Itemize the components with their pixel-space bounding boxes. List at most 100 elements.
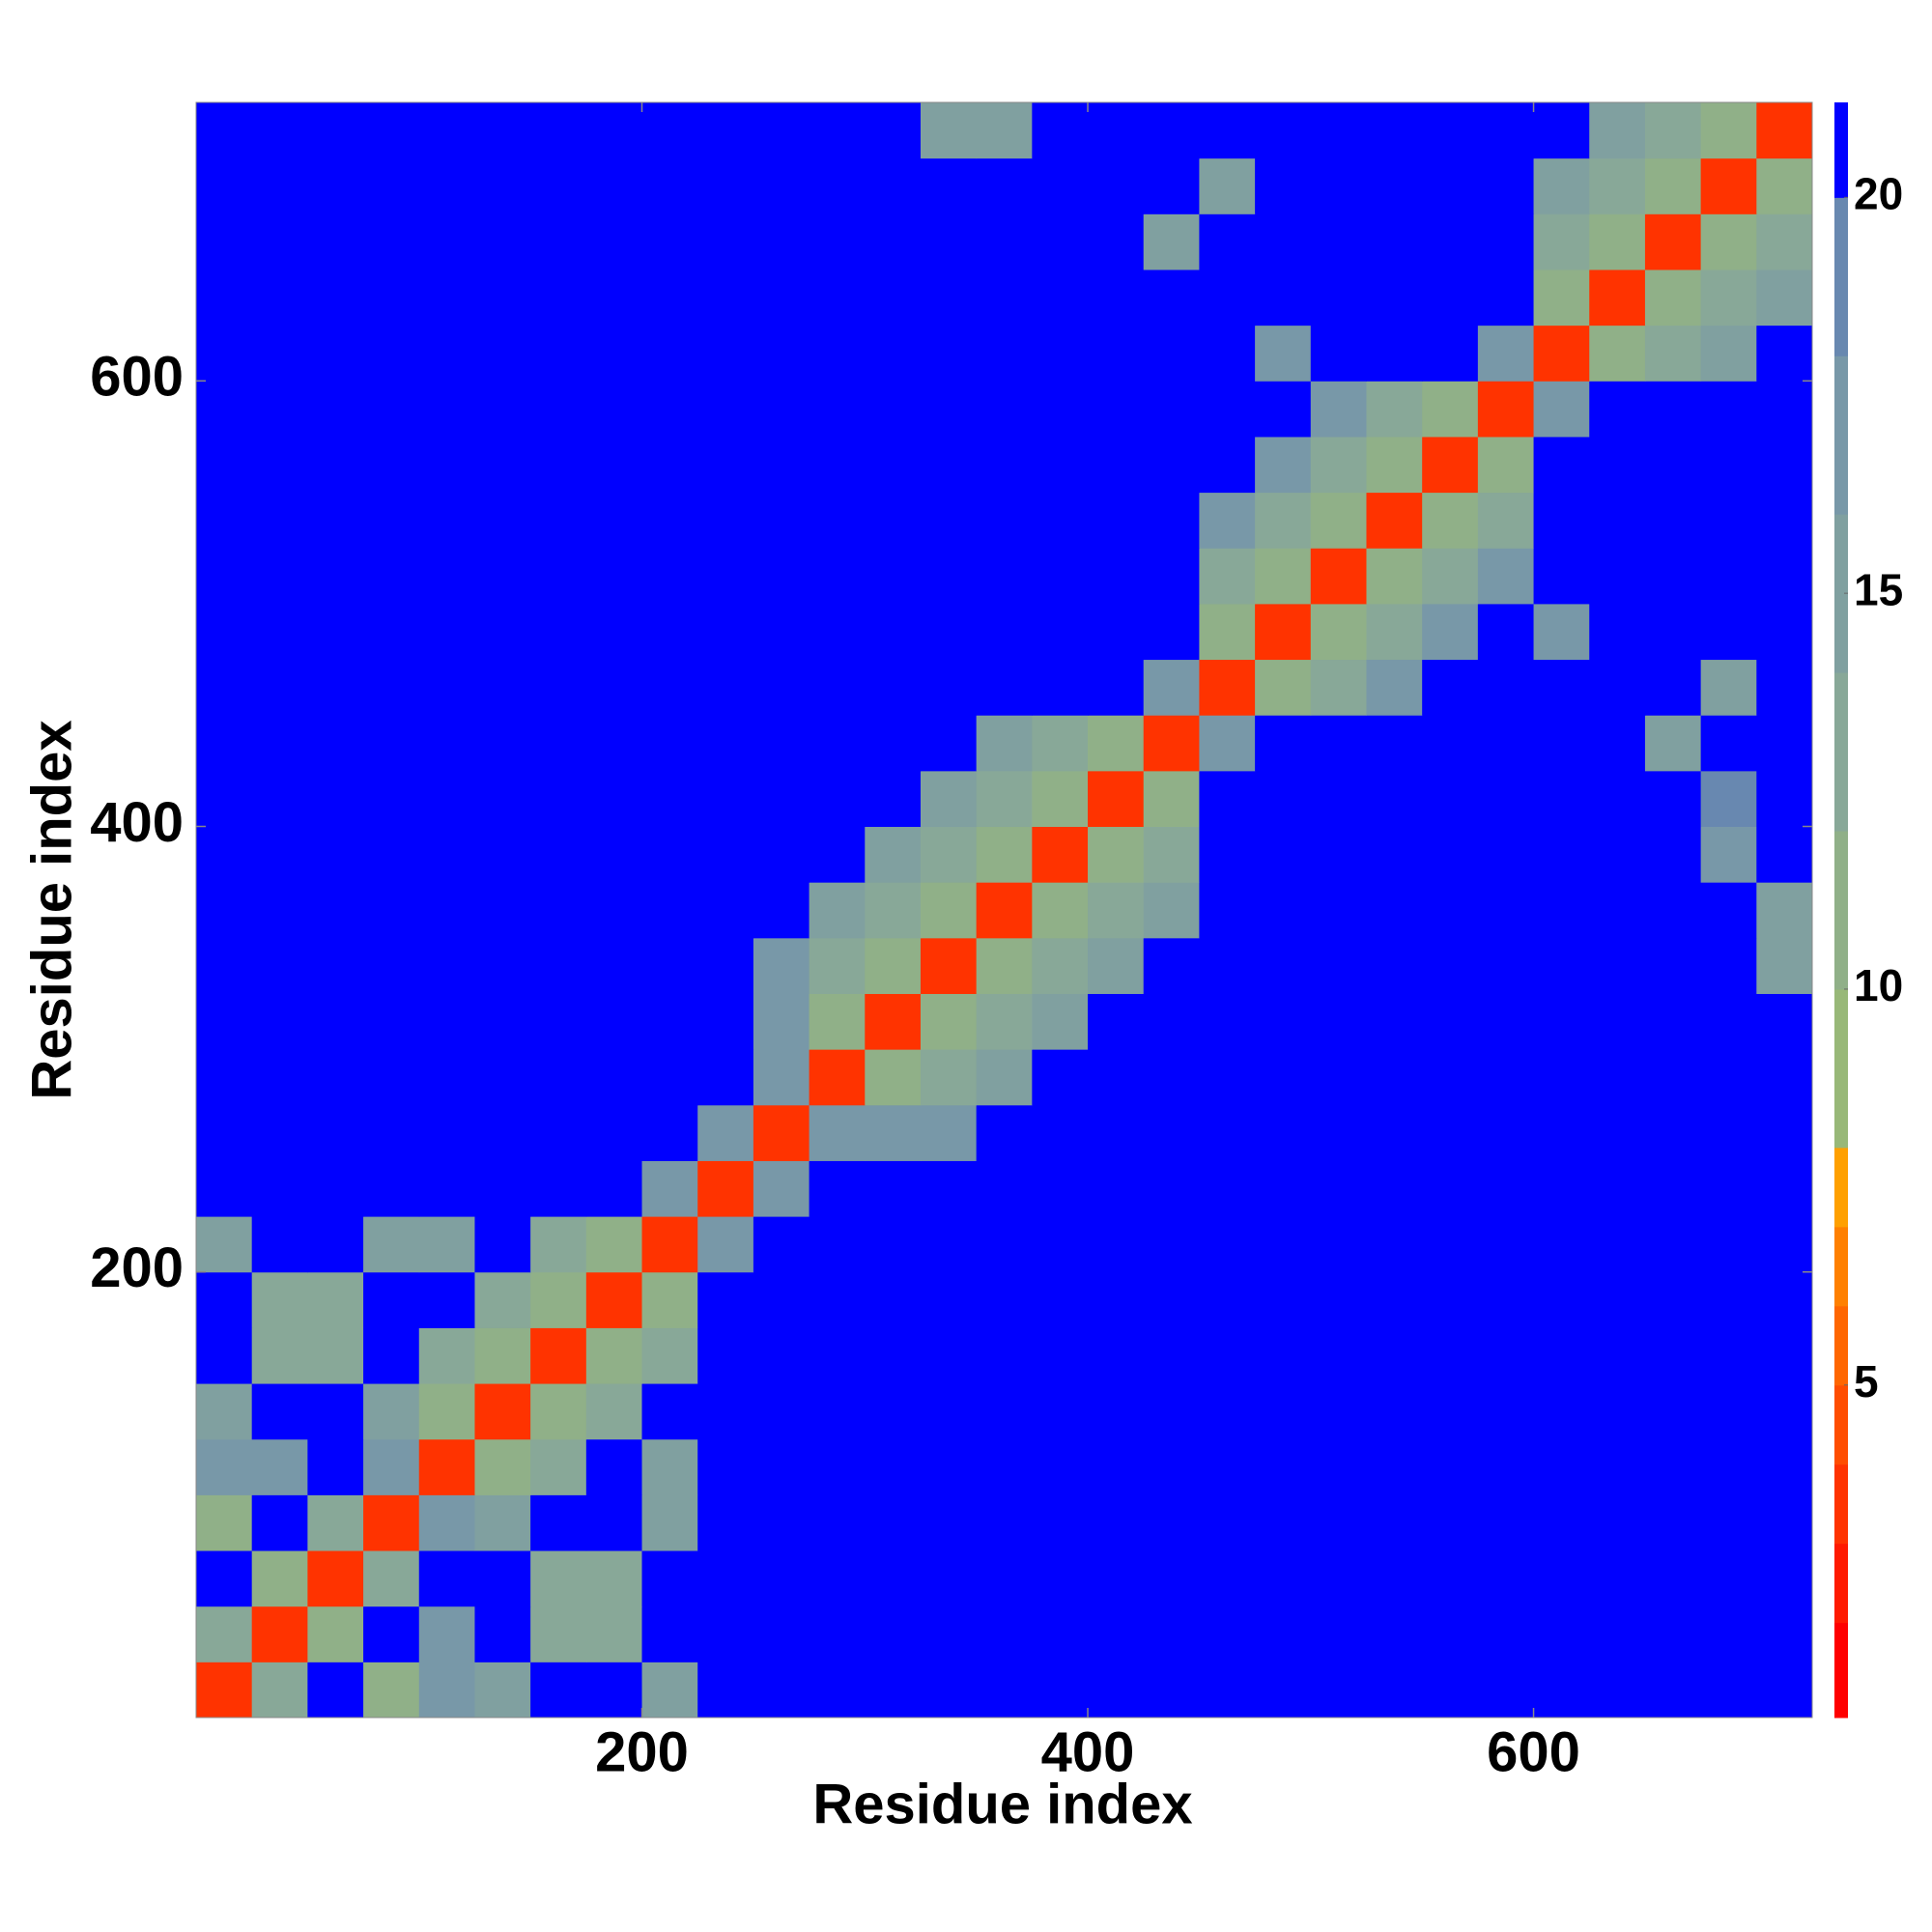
heatmap-cell [1199, 1494, 1256, 1551]
heatmap-cell [363, 659, 420, 716]
heatmap-cell [1143, 1216, 1200, 1273]
heatmap-cell [585, 1383, 643, 1440]
heatmap-cell [307, 659, 364, 716]
heatmap-cell [1422, 157, 1479, 214]
heatmap-cell [474, 1494, 531, 1551]
heatmap-cell [976, 826, 1033, 883]
heatmap-cell [307, 548, 364, 605]
heatmap-cell [1644, 1271, 1702, 1328]
heatmap-cell [307, 1271, 364, 1328]
heatmap-cell [1310, 1662, 1367, 1719]
heatmap-cell [1143, 213, 1200, 270]
heatmap-cell [1032, 1438, 1089, 1495]
heatmap-cell [1143, 770, 1200, 828]
heatmap-cell [1422, 1383, 1479, 1440]
heatmap-cell [1032, 993, 1089, 1050]
heatmap-cell [1143, 993, 1200, 1050]
heatmap-cell [196, 770, 253, 828]
heatmap-cell [1533, 1494, 1590, 1551]
heatmap-cell [1366, 1216, 1423, 1273]
heatmap-cell [1756, 325, 1813, 382]
heatmap-cell [1255, 548, 1312, 605]
heatmap-cell [585, 882, 643, 939]
heatmap-cell [307, 1327, 364, 1384]
heatmap-cell [1199, 1438, 1256, 1495]
heatmap-cell [753, 993, 810, 1050]
heatmap-cell [251, 213, 308, 270]
heatmap-cell [1644, 269, 1702, 327]
heatmap-cell [1422, 1327, 1479, 1384]
heatmap-cell [1366, 213, 1423, 270]
heatmap-cell [530, 1160, 587, 1217]
heatmap-cell [418, 1216, 475, 1273]
heatmap-cell [474, 548, 531, 605]
heatmap-cell [474, 1160, 531, 1217]
heatmap-cell [251, 381, 308, 438]
heatmap-cell [307, 1494, 364, 1551]
heatmap-cell [1032, 102, 1089, 159]
heatmap-cell [809, 325, 866, 382]
heatmap-cell [809, 436, 866, 494]
heatmap-cell [307, 269, 364, 327]
heatmap-cell [1422, 715, 1479, 772]
heatmap-cell [1255, 436, 1312, 494]
heatmap-cell [1644, 1662, 1702, 1719]
heatmap-cell [920, 603, 978, 661]
heatmap-cell [697, 993, 754, 1050]
heatmap-cell [1756, 1662, 1813, 1719]
heatmap-cell [585, 1271, 643, 1328]
heatmap-cell [1756, 269, 1813, 327]
heatmap-cell [865, 436, 922, 494]
heatmap-cell [641, 492, 698, 549]
heatmap-cell [196, 715, 253, 772]
heatmap-cell [1366, 1550, 1423, 1607]
heatmap-cell [1700, 436, 1757, 494]
heatmap-cell [1199, 157, 1256, 214]
heatmap-cell [1032, 548, 1089, 605]
heatmap-cell [530, 436, 587, 494]
heatmap-cell [809, 1104, 866, 1161]
heatmap-cell [251, 1494, 308, 1551]
heatmap-cell [753, 937, 810, 994]
heatmap-cell [1366, 548, 1423, 605]
heatmap-cell [920, 157, 978, 214]
y-tick-label: 400 [90, 791, 184, 854]
heatmap-cell [641, 548, 698, 605]
heatmap-cell [1644, 492, 1702, 549]
heatmap-cell [474, 381, 531, 438]
heatmap-cell [697, 603, 754, 661]
heatmap-cell [809, 1271, 866, 1328]
colorbar-segment [1834, 355, 1848, 515]
heatmap-cell [1199, 102, 1256, 159]
heatmap-cell [474, 1327, 531, 1384]
heatmap-cell [1143, 102, 1200, 159]
heatmap-cell [530, 1438, 587, 1495]
heatmap-cell [363, 1662, 420, 1719]
heatmap-cell [363, 269, 420, 327]
heatmap-cell [1088, 1271, 1145, 1328]
heatmap-cell [1533, 659, 1590, 716]
heatmap-cell [585, 659, 643, 716]
heatmap-cell [307, 1383, 364, 1440]
heatmap-cell [1310, 715, 1367, 772]
colorbar-segment [1834, 1384, 1848, 1465]
heatmap-cell [1700, 826, 1757, 883]
heatmap-cell [1644, 1494, 1702, 1551]
heatmap-cell [1422, 993, 1479, 1050]
heatmap-cell [641, 213, 698, 270]
heatmap-cell [1199, 1049, 1256, 1106]
heatmap-cell [1366, 1662, 1423, 1719]
heatmap-cell [976, 1160, 1033, 1217]
heatmap-cell [307, 1438, 364, 1495]
heatmap-cell [196, 1271, 253, 1328]
heatmap-cell [865, 1662, 922, 1719]
heatmap-cell [1255, 1662, 1312, 1719]
heatmap-cell [474, 770, 531, 828]
heatmap-cell [1143, 1550, 1200, 1607]
heatmap-cell [1477, 715, 1535, 772]
heatmap-cell [976, 1605, 1033, 1662]
heatmap-cell [307, 1662, 364, 1719]
heatmap-cell [641, 603, 698, 661]
heatmap-cell [196, 213, 253, 270]
heatmap-cell [1756, 826, 1813, 883]
